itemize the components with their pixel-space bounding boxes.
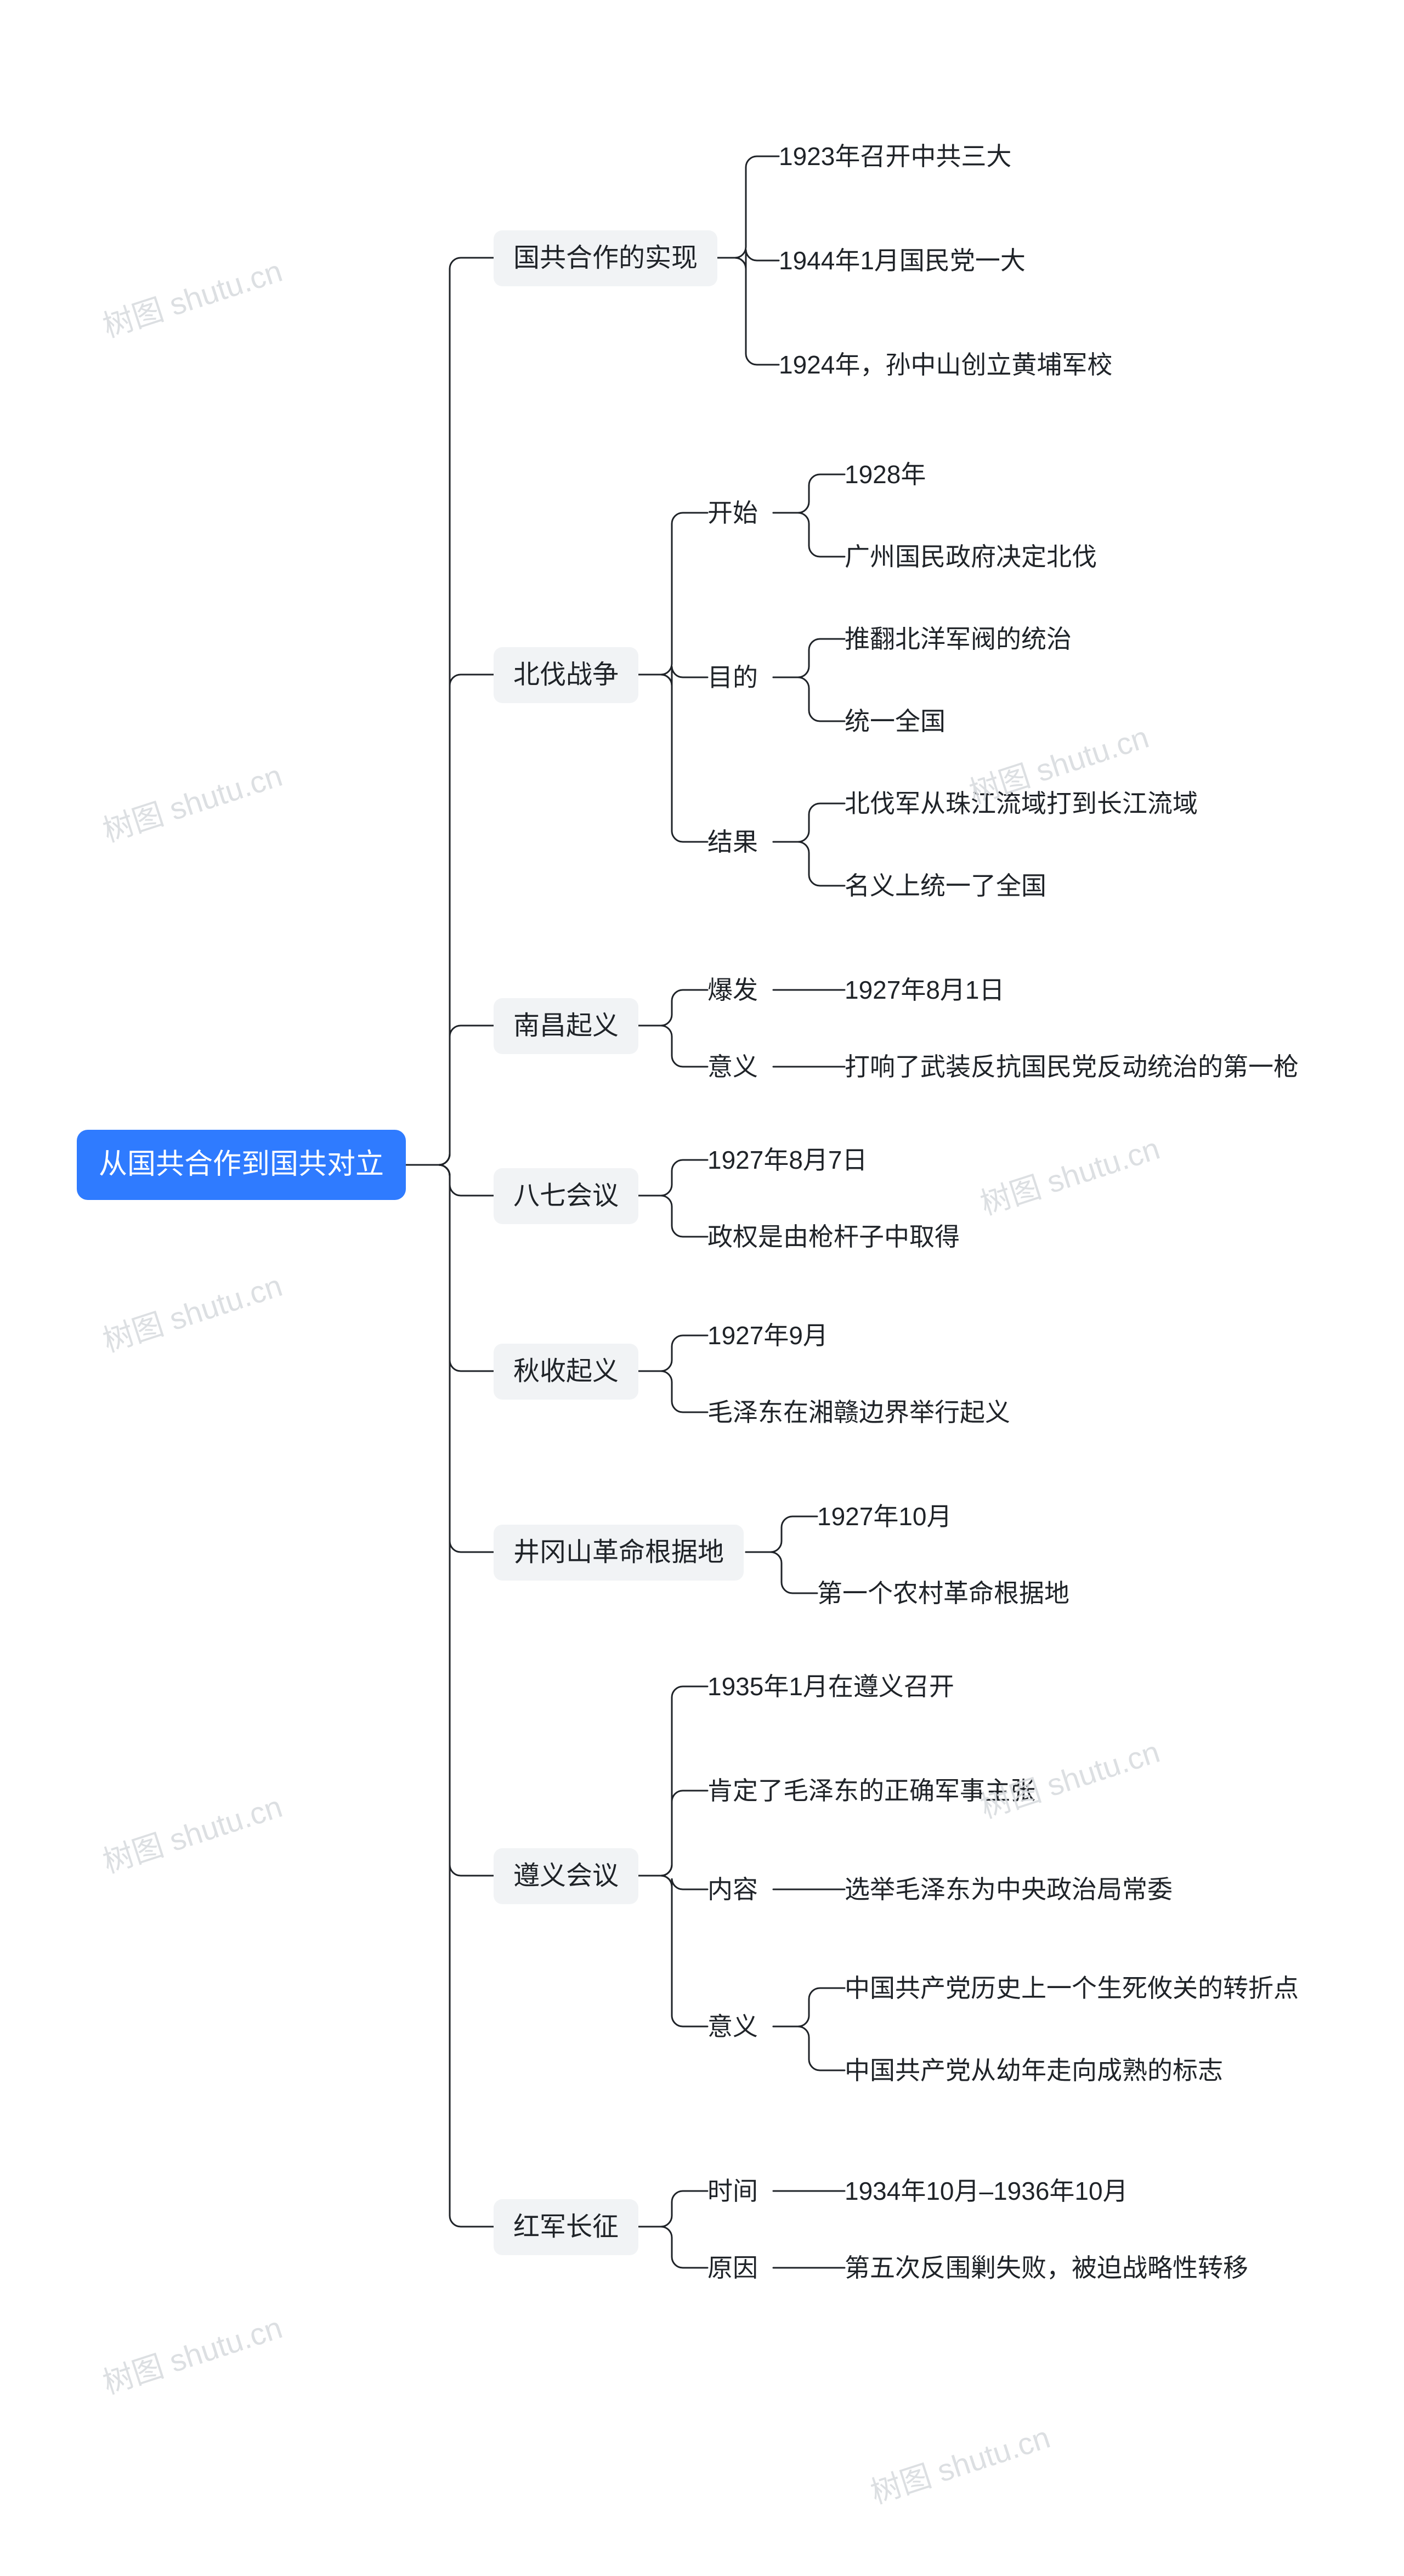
connector xyxy=(636,666,707,686)
connector xyxy=(773,677,845,721)
watermark: 树图 shutu.cn xyxy=(97,247,287,347)
watermark: 树图 shutu.cn xyxy=(97,2303,287,2403)
connector xyxy=(636,1026,707,1067)
watermark: 树图 shutu.cn xyxy=(97,1782,287,1882)
node-n5[interactable]: 秋收起义 xyxy=(494,1344,638,1400)
node-n3b1[interactable]: 打响了武装反抗国民党反动统治的第一枪 xyxy=(845,1048,1299,1087)
connector xyxy=(773,2026,845,2070)
connector xyxy=(773,474,845,513)
node-n2c1[interactable]: 北伐军从珠江流域打到长江流域 xyxy=(845,784,1198,824)
node-n6b[interactable]: 第一个农村革命根据地 xyxy=(817,1574,1069,1613)
node-n3[interactable]: 南昌起义 xyxy=(494,998,638,1054)
connector xyxy=(636,1876,707,1889)
node-n7c1[interactable]: 选举毛泽东为中央政治局常委 xyxy=(845,1870,1173,1910)
node-n7d[interactable]: 意义 xyxy=(707,2007,758,2047)
node-n3b[interactable]: 意义 xyxy=(707,1048,758,1087)
watermark: 树图 shutu.cn xyxy=(974,1124,1165,1224)
node-n4b[interactable]: 政权是由枪杆子中取得 xyxy=(707,1218,960,1257)
node-n8b[interactable]: 原因 xyxy=(707,2249,758,2288)
node-n1[interactable]: 国共合作的实现 xyxy=(494,230,717,286)
node-n3a[interactable]: 爆发 xyxy=(707,971,758,1010)
node-n2a2[interactable]: 广州国民政府决定北伐 xyxy=(845,537,1097,577)
connector xyxy=(636,990,707,1026)
connector xyxy=(773,842,845,886)
connector xyxy=(406,1165,494,1876)
connector xyxy=(773,1988,845,2026)
node-n7d1[interactable]: 中国共产党历史上一个生死攸关的转折点 xyxy=(845,1969,1299,2008)
node-n7d2[interactable]: 中国共产党从幼年走向成熟的标志 xyxy=(845,2051,1223,2091)
connector xyxy=(636,1160,707,1196)
node-n2c[interactable]: 结果 xyxy=(707,823,758,862)
node-n8a1[interactable]: 1934年10月–1936年10月 xyxy=(845,2172,1128,2211)
node-root[interactable]: 从国共合作到国共对立 xyxy=(77,1130,406,1200)
node-n2b[interactable]: 目的 xyxy=(707,658,758,698)
node-n6[interactable]: 井冈山革命根据地 xyxy=(494,1525,744,1581)
connector xyxy=(636,1791,707,1876)
node-n4a[interactable]: 1927年8月7日 xyxy=(707,1141,868,1180)
watermark: 树图 shutu.cn xyxy=(97,751,287,851)
connector xyxy=(773,639,845,677)
connector xyxy=(636,2191,707,2227)
node-n2b2[interactable]: 统一全国 xyxy=(845,702,946,741)
node-n6a[interactable]: 1927年10月 xyxy=(817,1497,952,1537)
node-n7a[interactable]: 1935年1月在遵义召开 xyxy=(707,1667,954,1707)
node-n4[interactable]: 八七会议 xyxy=(494,1168,638,1224)
connector xyxy=(406,675,494,1165)
node-n3a1[interactable]: 1927年8月1日 xyxy=(845,971,1005,1010)
node-n8b1[interactable]: 第五次反围剿失败，被迫战略性转移 xyxy=(845,2249,1248,2288)
connector xyxy=(636,2227,707,2268)
node-n2[interactable]: 北伐战争 xyxy=(494,647,638,703)
node-n2a1[interactable]: 1928年 xyxy=(845,455,926,495)
connector xyxy=(636,513,707,675)
connector xyxy=(636,675,707,842)
connector xyxy=(636,1686,707,1876)
node-n5b[interactable]: 毛泽东在湘赣边界举行起义 xyxy=(707,1393,1010,1433)
node-n1a[interactable]: 1923年召开中共三大 xyxy=(779,137,1011,177)
connector xyxy=(406,1165,494,1196)
node-n7c[interactable]: 内容 xyxy=(707,1870,758,1910)
node-n1b[interactable]: 1944年1月国民党一大 xyxy=(779,241,1026,281)
connector xyxy=(406,1165,494,1552)
connector xyxy=(746,1552,817,1593)
connector xyxy=(406,1165,494,1371)
node-n8a[interactable]: 时间 xyxy=(707,2172,758,2211)
connector xyxy=(746,1516,817,1552)
connector xyxy=(713,258,779,365)
node-n7b[interactable]: 肯定了毛泽东的正确军事主张 xyxy=(707,1771,1035,1811)
connector xyxy=(406,1026,494,1165)
watermark: 树图 shutu.cn xyxy=(864,2413,1055,2513)
node-n2a[interactable]: 开始 xyxy=(707,494,758,533)
node-n8[interactable]: 红军长征 xyxy=(494,2199,638,2255)
connector xyxy=(406,1165,494,2227)
connector xyxy=(636,1371,707,1412)
watermark: 树图 shutu.cn xyxy=(97,1261,287,1361)
connector xyxy=(713,156,779,258)
connector xyxy=(636,1196,707,1237)
connector xyxy=(636,1876,707,2026)
node-n5a[interactable]: 1927年9月 xyxy=(707,1316,828,1356)
connector xyxy=(406,258,494,1165)
node-n7[interactable]: 遵义会议 xyxy=(494,1848,638,1904)
node-n2c2[interactable]: 名义上统一了全国 xyxy=(845,867,1046,906)
connector-layer xyxy=(0,0,1404,2576)
connector xyxy=(713,250,779,269)
connector xyxy=(773,513,845,557)
node-n2b1[interactable]: 推翻北洋军阀的统治 xyxy=(845,620,1072,659)
mindmap-canvas: 从国共合作到国共对立 国共合作的实现 1923年召开中共三大 1944年1月国民党一大… xyxy=(0,0,1404,2576)
connector xyxy=(773,803,845,842)
connector xyxy=(636,1335,707,1371)
node-n1c[interactable]: 1924年，孙中山创立黄埔军校 xyxy=(779,346,1112,385)
